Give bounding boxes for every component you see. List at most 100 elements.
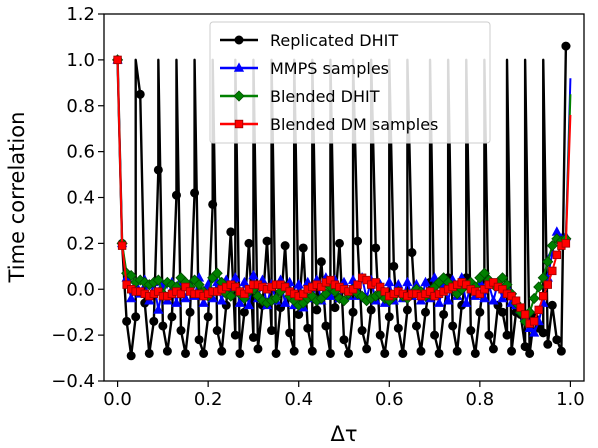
data-point	[320, 288, 332, 300]
legend-marker	[233, 62, 245, 72]
data-point	[267, 326, 277, 336]
y-tick-label: 0.2	[66, 233, 95, 254]
data-point	[230, 330, 240, 340]
data-point	[194, 335, 204, 345]
data-point	[176, 289, 186, 299]
data-point	[496, 272, 509, 284]
data-point	[270, 292, 282, 304]
data-point	[226, 227, 236, 237]
data-point	[552, 335, 562, 345]
data-point	[171, 190, 181, 200]
data-point	[507, 291, 516, 301]
data-point	[371, 243, 381, 253]
data-point	[416, 346, 426, 356]
data-point	[289, 346, 299, 356]
data-point	[303, 323, 313, 333]
data-point	[216, 295, 227, 305]
data-point	[240, 289, 249, 299]
data-point	[135, 89, 145, 99]
data-point	[253, 344, 263, 354]
data-point	[113, 55, 122, 65]
data-point	[293, 279, 304, 289]
data-point	[353, 280, 362, 289]
data-point	[199, 348, 209, 358]
data-point	[497, 307, 507, 317]
data-point	[502, 330, 512, 340]
legend-label: MMPS samples	[270, 59, 389, 78]
data-point	[211, 267, 223, 279]
data-point	[152, 274, 164, 286]
data-point	[375, 330, 385, 340]
data-point	[317, 282, 326, 292]
data-point	[528, 292, 540, 304]
data-point	[185, 307, 195, 317]
data-point	[144, 348, 154, 358]
data-point	[475, 307, 485, 317]
data-point	[326, 275, 335, 285]
x-tick-label: 0.2	[194, 389, 223, 410]
legend-marker	[234, 119, 244, 129]
legend-marker	[233, 90, 245, 102]
y-tick-label: 0.0	[66, 279, 95, 300]
data-point	[384, 312, 394, 322]
data-point	[280, 297, 291, 307]
data-point	[411, 321, 421, 331]
data-point	[353, 236, 363, 246]
data-point	[244, 285, 254, 294]
data-point	[316, 257, 326, 267]
data-point	[425, 287, 435, 296]
data-point	[285, 328, 295, 338]
data-point	[122, 316, 132, 326]
data-point	[357, 326, 367, 336]
data-point	[433, 297, 445, 307]
data-point	[484, 330, 494, 340]
data-point	[244, 238, 254, 248]
data-point	[376, 282, 385, 292]
data-point	[231, 282, 240, 292]
x-tick-label: 0.0	[103, 389, 132, 410]
y-tick-label: −0.2	[51, 325, 95, 346]
data-point	[470, 348, 480, 358]
data-point	[362, 344, 372, 354]
data-point	[212, 326, 222, 336]
data-point	[154, 287, 163, 296]
data-point	[434, 348, 444, 358]
data-point	[452, 346, 462, 356]
data-point	[298, 243, 308, 253]
data-point	[181, 282, 190, 292]
data-point	[478, 267, 490, 279]
data-point	[239, 276, 250, 287]
legend-label: Replicated DHIT	[270, 31, 398, 50]
data-point	[547, 300, 557, 310]
data-point	[235, 348, 245, 358]
data-point	[294, 309, 304, 319]
data-point	[280, 241, 290, 251]
y-tick-label: −0.4	[51, 371, 95, 392]
data-point	[167, 312, 177, 322]
legend-entry: MMPS samples	[220, 59, 389, 78]
data-point	[516, 303, 525, 312]
y-axis-label: Time correlation	[5, 112, 29, 284]
data-point	[162, 346, 172, 356]
data-point	[529, 327, 540, 337]
data-point	[280, 282, 290, 292]
data-point	[443, 295, 454, 305]
data-point	[507, 346, 517, 356]
data-point	[480, 285, 489, 294]
legend-label: Blended DHIT	[270, 87, 380, 106]
x-tick-label: 1.0	[556, 389, 585, 410]
data-point	[556, 346, 566, 356]
data-point	[537, 272, 549, 284]
legend-marker	[234, 35, 244, 45]
data-point	[198, 297, 209, 307]
y-tick-label: 0.6	[66, 142, 95, 163]
data-point	[421, 307, 431, 317]
data-point	[181, 348, 191, 358]
data-point	[420, 276, 431, 287]
x-tick-label: 0.6	[375, 389, 404, 410]
data-point	[239, 307, 249, 317]
data-point	[330, 303, 340, 313]
data-point	[117, 241, 127, 250]
data-point	[380, 287, 389, 296]
